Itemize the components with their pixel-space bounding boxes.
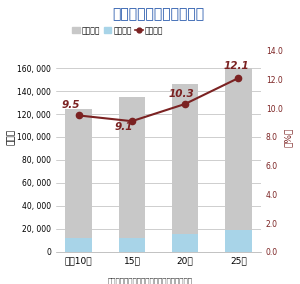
Bar [65, 238, 92, 252]
Bar [118, 238, 145, 252]
Text: 10.3: 10.3 [168, 89, 194, 99]
Bar [225, 68, 252, 252]
Title: 一宮市の空き家率の推移: 一宮市の空き家率の推移 [112, 7, 205, 21]
Text: 出典：住宅・土地統計調査（総務省統計局）: 出典：住宅・土地統計調査（総務省統計局） [107, 277, 193, 284]
Legend: 住宅総数, 空き家数, 空き家率: 住宅総数, 空き家数, 空き家率 [72, 26, 164, 35]
Y-axis label: （件）: （件） [7, 129, 16, 145]
Y-axis label: （%）: （%） [284, 127, 293, 147]
Bar [225, 229, 252, 252]
Text: 9.5: 9.5 [62, 99, 80, 110]
Bar [172, 235, 198, 252]
Text: 9.1: 9.1 [115, 122, 134, 132]
Bar [172, 84, 198, 252]
Bar [118, 97, 145, 252]
Bar [65, 109, 92, 252]
Text: 12.1: 12.1 [224, 61, 249, 71]
